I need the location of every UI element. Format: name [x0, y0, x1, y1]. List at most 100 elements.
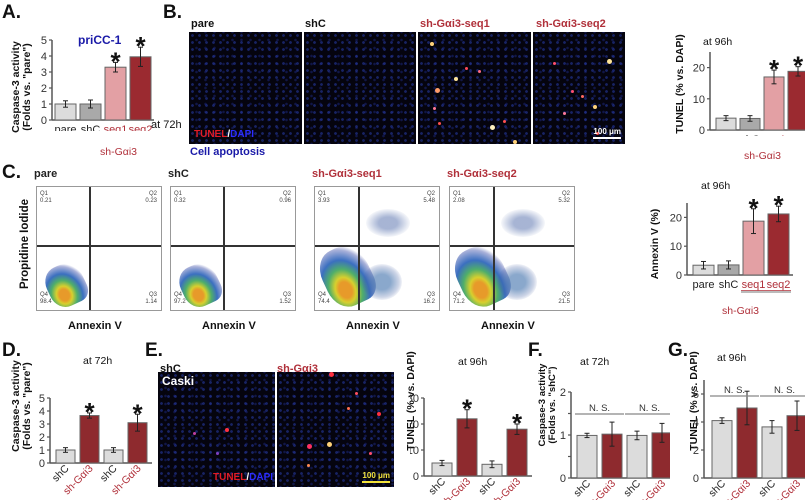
- panel-g-bar-chart: 0246shCsh-Gαi3shCsh-Gαi3priCEpi-1priCEpi…: [693, 380, 805, 500]
- y-tick-label: 1: [560, 430, 566, 442]
- x-tick-label: shC: [740, 134, 760, 136]
- bar: [767, 213, 790, 276]
- quadrant-label-q3: Q3 16.2: [423, 292, 435, 305]
- quadrant-label-q2: Q2 5.32: [558, 191, 570, 204]
- panel-c-chart-note: at 96h: [701, 180, 731, 192]
- ns-label: N. S.: [639, 403, 660, 414]
- y-tick-label: 5: [41, 36, 47, 47]
- panel-c-letter: C.: [2, 162, 21, 183]
- y-tick-label: 20: [410, 419, 419, 431]
- panel-a-title: priCC-1: [78, 33, 122, 47]
- flow-plot-label: sh-Gαi3-seq2: [447, 168, 517, 180]
- scale-bar-e: 100 μm: [362, 471, 390, 483]
- density-cluster-late: [501, 209, 545, 237]
- bar: [626, 434, 648, 479]
- micrograph-shc: [304, 32, 416, 144]
- dapi-label: DAPI: [249, 472, 274, 483]
- panel-f-letter: F.: [528, 340, 543, 361]
- flow-cytometry-plot: Q1 2.08 Q2 5.32 Q3 21.5 Q4 71.2: [447, 186, 575, 314]
- micrograph-seq2: 100 μm: [533, 32, 625, 144]
- y-tick-label: 1: [41, 99, 47, 111]
- y-tick-label: 6: [693, 389, 699, 401]
- flow-plot-label: shC: [168, 168, 189, 180]
- quadrant-label-q2: Q2 0.23: [145, 191, 157, 204]
- image-label-shc: shC: [305, 18, 326, 30]
- x-tick-label: seq1: [742, 279, 766, 291]
- stain-separator: /: [246, 472, 250, 483]
- y-tick-label: 0: [41, 115, 47, 127]
- y-tick-label: 20: [670, 212, 682, 224]
- panel-e-chart-note: at 96h: [458, 356, 488, 368]
- y-tick-label: 2: [560, 387, 566, 399]
- gate-vertical: [493, 187, 495, 310]
- quadrant-label-q1: Q1 0.21: [40, 191, 52, 204]
- panel-a-letter: A.: [2, 2, 21, 23]
- y-tick-label: 0: [676, 270, 682, 282]
- flow-cytometry-plot: Q1 3.93 Q2 5.48 Q3 16.2 Q4 74.4: [312, 186, 440, 314]
- panel-e-letter: E.: [145, 340, 163, 361]
- panel-d-note: at 72h: [83, 355, 113, 367]
- flow-xlabel: Annexin V: [68, 320, 122, 332]
- panel-a-note: at 72h: [151, 119, 182, 131]
- tunel-label: TUNEL: [213, 472, 247, 483]
- stain-legend-e: TUNEL/DAPI: [213, 472, 273, 483]
- ylabel-line2: (Folds vs. "pare"): [21, 43, 33, 131]
- gate-vertical: [89, 187, 91, 310]
- scale-bar-label: 100 μm: [362, 471, 390, 480]
- x-tick-label: shC: [719, 279, 739, 291]
- gate-vertical: [358, 187, 360, 310]
- x-tick-label: seq1: [104, 124, 128, 131]
- scale-bar: 100 μm: [593, 127, 621, 139]
- quadrant-label-q4: Q4 74.4: [318, 292, 330, 305]
- density-cluster-annexin: [362, 264, 402, 300]
- x-tick-label: shC: [81, 124, 101, 131]
- dapi-label: DAPI: [230, 129, 255, 140]
- quadrant-label-q1: Q1 2.08: [453, 191, 465, 204]
- x-tick-label: seq2: [786, 134, 805, 136]
- y-tick-label: 5: [39, 393, 45, 405]
- significance-asterisk: *: [135, 36, 146, 61]
- flow-xlabel: Annexin V: [481, 320, 535, 332]
- panel-c-bar-chart: 0 10 20 pare shC * seq1 * seq2: [670, 190, 793, 293]
- quadrant-label-q3: Q3 1.52: [279, 292, 291, 305]
- gate-horizontal: [37, 245, 161, 247]
- flow-plot-label: pare: [34, 168, 58, 180]
- bar: [761, 426, 783, 479]
- significance-asterisk: *: [132, 398, 143, 428]
- y-tick-label: 0: [699, 125, 705, 136]
- gate-horizontal: [315, 245, 439, 247]
- gate-horizontal: [171, 245, 295, 247]
- micrograph-pare: TUNEL/DAPI: [189, 32, 302, 144]
- panel-c-group-label: sh-Gαi3: [722, 305, 759, 317]
- bar: [763, 76, 785, 131]
- y-tick-label: 2: [39, 432, 45, 444]
- ns-label: N. S.: [774, 385, 795, 396]
- density-cluster-annexin: [497, 264, 537, 300]
- panel-b-caption: Cell apoptosis: [190, 146, 266, 158]
- flow-xlabel: Annexin V: [346, 320, 400, 332]
- flow-ylabel: Propidine Iodide: [19, 198, 31, 290]
- density-cluster-late: [366, 209, 410, 237]
- quadrant-label-q4: Q4 71.2: [453, 292, 465, 305]
- quadrant-label-q2: Q2 0.96: [279, 191, 291, 204]
- y-tick-label: 4: [693, 417, 699, 429]
- significance-asterisk: *: [84, 397, 95, 427]
- significance-asterisk: *: [512, 408, 523, 438]
- y-tick-label: 0: [693, 473, 699, 485]
- panel-b-letter: B.: [163, 2, 182, 23]
- image-label-seq1: sh-Gαi3-seq1: [420, 18, 490, 30]
- y-tick-label: 3: [39, 419, 45, 431]
- y-tick-label: 10: [693, 94, 705, 106]
- stain-legend: TUNEL/DAPI: [194, 129, 254, 140]
- panel-b-group-label: sh-Gαi3: [744, 150, 781, 162]
- y-tick-label: 4: [39, 406, 45, 418]
- significance-asterisk: *: [793, 51, 804, 81]
- cell-line-label: Caski: [162, 374, 195, 388]
- y-tick-label: 2: [41, 83, 47, 95]
- y-tick-label: 10: [670, 241, 682, 253]
- image-label-seq2: sh-Gαi3-seq2: [536, 18, 606, 30]
- y-tick-label: 0: [39, 458, 45, 470]
- x-tick-label: pare: [692, 279, 714, 291]
- y-tick-label: 30: [410, 393, 419, 405]
- panel-b-chart-note: at 96h: [703, 36, 733, 48]
